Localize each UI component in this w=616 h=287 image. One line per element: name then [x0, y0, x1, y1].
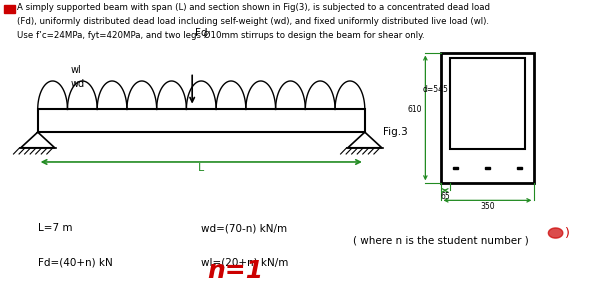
Text: Fd: Fd	[195, 28, 208, 38]
Text: Fd=(40+n) kN: Fd=(40+n) kN	[38, 257, 113, 267]
Text: L: L	[198, 163, 205, 173]
Text: 610: 610	[408, 105, 423, 114]
Text: 65: 65	[440, 192, 450, 201]
Bar	[450, 58, 525, 149]
Text: ( where n is the student number ): ( where n is the student number )	[353, 235, 529, 245]
Text: Fig.3: Fig.3	[383, 127, 408, 137]
Text: (Fd), uniformly distributed dead load including self-weight (wd), and fixed unif: (Fd), uniformly distributed dead load in…	[17, 17, 488, 26]
Bar	[485, 167, 490, 169]
Text: Use f’c=24MPa, fyt=420MPa, and two legs Ø10mm stirrups to design the beam for sh: Use f’c=24MPa, fyt=420MPa, and two legs …	[17, 31, 424, 40]
Bar	[453, 167, 458, 169]
Bar	[517, 167, 522, 169]
Text: 350: 350	[480, 202, 495, 211]
Bar	[38, 109, 365, 132]
Bar	[4, 5, 15, 13]
Text: ): )	[565, 226, 570, 240]
Text: A simply supported beam with span (L) and section shown in Fig(3), is subjected : A simply supported beam with span (L) an…	[17, 3, 490, 12]
Text: wd=(70-n) kN/m: wd=(70-n) kN/m	[201, 223, 288, 233]
Text: L=7 m: L=7 m	[38, 223, 72, 233]
Polygon shape	[548, 228, 563, 238]
Bar	[440, 53, 535, 183]
Text: wd: wd	[71, 79, 85, 90]
Text: d=545: d=545	[423, 85, 448, 94]
Text: n=1: n=1	[208, 259, 264, 283]
Text: wl: wl	[71, 65, 82, 75]
Text: wl=(20+n) kN/m: wl=(20+n) kN/m	[201, 257, 289, 267]
